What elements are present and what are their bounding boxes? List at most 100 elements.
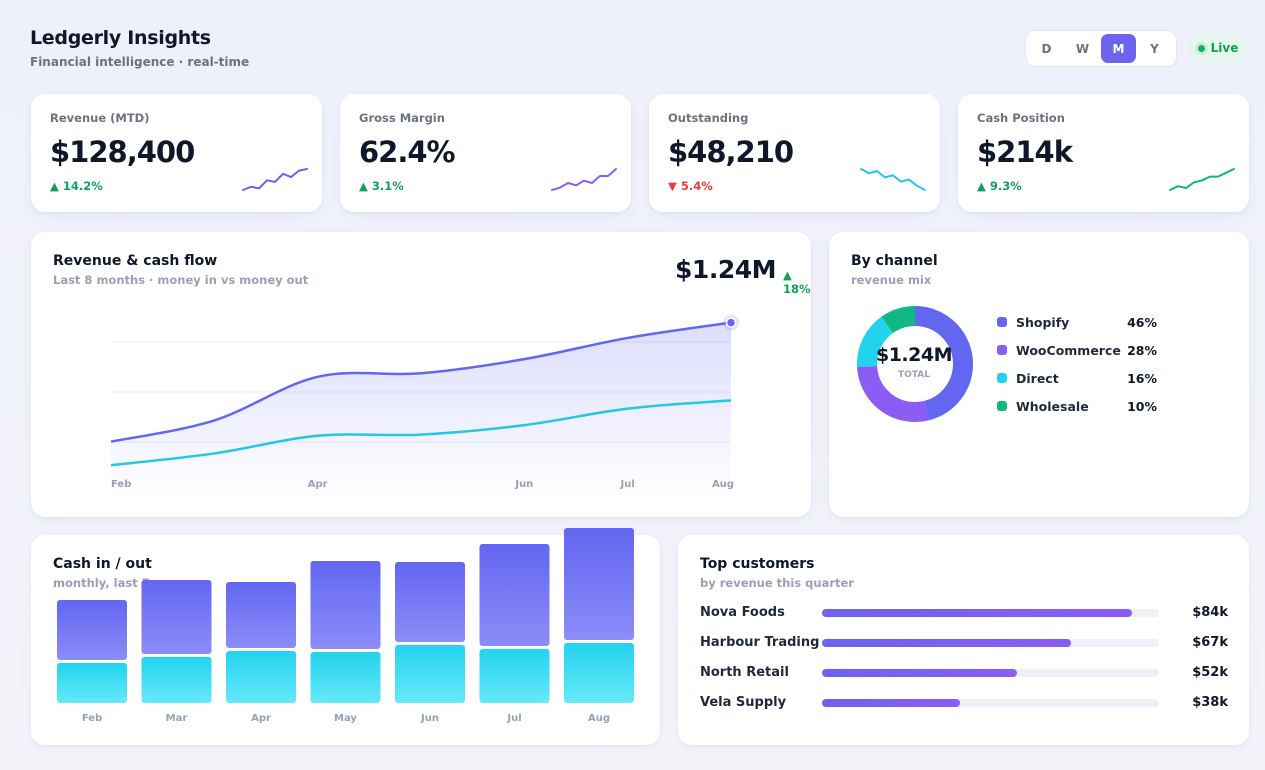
card-subtitle: by revenue this quarter: [700, 576, 854, 590]
endpoint-marker: [725, 317, 737, 328]
kpi-card-cash-position[interactable]: Cash Position $214k ▲ 9.3%: [958, 94, 1249, 212]
kpi-card-outstanding[interactable]: Outstanding $48,210 ▼ 5.4%: [649, 94, 940, 212]
legend-item[interactable]: Shopify 46%: [997, 312, 1157, 332]
bar-cash-in: [395, 562, 465, 642]
bar-cash-in: [141, 580, 212, 654]
sparkline-icon: [860, 168, 926, 191]
kpi-value: $128,400: [50, 135, 195, 169]
channel-donut-chart: [857, 306, 973, 422]
legend-name: Shopify: [1016, 314, 1070, 330]
customer-row[interactable]: Nova Foods $84k: [700, 603, 1228, 623]
live-label: Live: [1210, 41, 1239, 55]
app-title: Ledgerly Insights: [30, 27, 211, 49]
legend-swatch: [997, 401, 1007, 411]
revenue-cashflow-card: Revenue & cash flow Last 8 months · mone…: [31, 232, 811, 517]
x-tick-label: Aug: [588, 713, 610, 724]
revenue-area-chart: Feb Apr Jun Jul Aug: [110, 314, 739, 492]
legend-pct: 16%: [1127, 370, 1157, 386]
bar-cash-out: [564, 643, 634, 703]
bar-cash-out: [226, 651, 296, 703]
kpi-label: Revenue (MTD): [50, 111, 150, 125]
customer-bar-fill: [822, 639, 1072, 647]
revenue-delta: ▲ 18%: [783, 268, 811, 296]
x-tick-label: Feb: [82, 713, 102, 724]
customer-name: Harbour Trading: [700, 635, 820, 650]
period-day-button[interactable]: D: [1041, 41, 1052, 56]
card-title: Revenue & cash flow: [53, 253, 218, 269]
customer-name: North Retail: [700, 665, 789, 680]
legend-pct: 28%: [1127, 342, 1157, 358]
bar-cash-in: [226, 582, 296, 648]
period-month-button[interactable]: M: [1101, 34, 1136, 63]
kpi-label: Gross Margin: [359, 111, 445, 125]
period-year-button[interactable]: Y: [1150, 41, 1159, 56]
x-tick-label: Aug: [712, 479, 734, 490]
customer-bar-fill: [822, 669, 1018, 677]
legend-swatch: [997, 373, 1007, 383]
customer-row[interactable]: North Retail $52k: [700, 663, 1228, 683]
legend-name: WooCommerce: [1016, 342, 1121, 358]
kpi-card-gross-margin[interactable]: Gross Margin 62.4% ▲ 3.1%: [340, 94, 631, 212]
x-tick-label: Jul: [506, 713, 521, 724]
bar-cash-out: [57, 663, 127, 703]
bar-cash-out: [310, 652, 381, 703]
card-title: Top customers: [700, 556, 815, 572]
x-tick-label: Feb: [111, 479, 131, 490]
legend-item[interactable]: Direct 16%: [997, 368, 1157, 388]
donut-slice: [857, 306, 973, 422]
revenue-area-fill: [111, 322, 731, 492]
kpi-card-revenue[interactable]: Revenue (MTD) $128,400 ▲ 14.2%: [31, 94, 322, 212]
sparkline-line: [242, 168, 308, 191]
x-tick-label: Jun: [514, 479, 533, 490]
card-title: Cash in / out: [53, 556, 152, 572]
kpi-delta: ▲ 14.2%: [50, 179, 103, 193]
customer-row[interactable]: Harbour Trading $67k: [700, 633, 1228, 653]
card-subtitle: Last 8 months · money in vs money out: [53, 273, 309, 287]
bar-cash-out: [479, 649, 550, 703]
bar-cash-in: [57, 600, 127, 660]
kpi-label: Cash Position: [977, 111, 1065, 125]
cash-inout-bar-chart: Feb Mar Apr May Jun Jul Aug: [57, 528, 634, 724]
customer-value: $67k: [1192, 635, 1228, 650]
kpi-value: 62.4%: [359, 135, 456, 169]
customer-value: $38k: [1192, 695, 1228, 710]
live-status-badge: Live: [1187, 33, 1249, 63]
card-title: By channel: [851, 253, 938, 269]
customer-value: $84k: [1192, 605, 1228, 620]
legend-item[interactable]: WooCommerce 28%: [997, 340, 1157, 360]
app-subtitle: Financial intelligence · real-time: [30, 55, 250, 69]
bar-cash-in: [564, 528, 634, 640]
x-tick-label: Apr: [251, 713, 271, 724]
period-week-button[interactable]: W: [1075, 41, 1090, 56]
legend-pct: 46%: [1127, 314, 1157, 330]
kpi-value: $214k: [977, 135, 1073, 169]
channel-card: By channel revenue mix $1.24M TOTAL Shop…: [829, 232, 1249, 517]
card-subtitle: monthly, last 7: [53, 576, 150, 590]
period-selector: D W M Y: [1025, 30, 1177, 67]
bar-cash-out: [395, 645, 465, 703]
customer-row[interactable]: Vela Supply $38k: [700, 693, 1228, 713]
sparkline-icon: [551, 168, 617, 191]
kpi-label: Outstanding: [668, 111, 749, 125]
legend-item[interactable]: Wholesale 10%: [997, 396, 1157, 416]
cashflow-series-line: [110, 399, 732, 467]
revenue-series-line: [110, 321, 732, 443]
kpi-value: $48,210: [668, 135, 794, 169]
bar-cash-out: [141, 657, 212, 703]
x-tick-label: Jul: [620, 479, 635, 490]
customer-name: Nova Foods: [700, 605, 785, 620]
customer-bar-fill: [822, 609, 1133, 617]
x-tick-label: May: [334, 713, 357, 724]
legend-pct: 10%: [1127, 398, 1157, 414]
bar-cash-in: [310, 561, 381, 649]
customer-value: $52k: [1192, 665, 1228, 680]
donut-slice: [857, 306, 973, 422]
legend-swatch: [997, 317, 1007, 327]
x-tick-label: Mar: [166, 713, 188, 724]
live-dot-icon: [1197, 44, 1205, 52]
sparkline-icon: [242, 168, 308, 191]
kpi-delta: ▲ 9.3%: [977, 179, 1022, 193]
customer-name: Vela Supply: [700, 695, 787, 710]
customer-bar-track: [822, 609, 1159, 617]
donut-center-value: $1.24M: [875, 344, 953, 366]
